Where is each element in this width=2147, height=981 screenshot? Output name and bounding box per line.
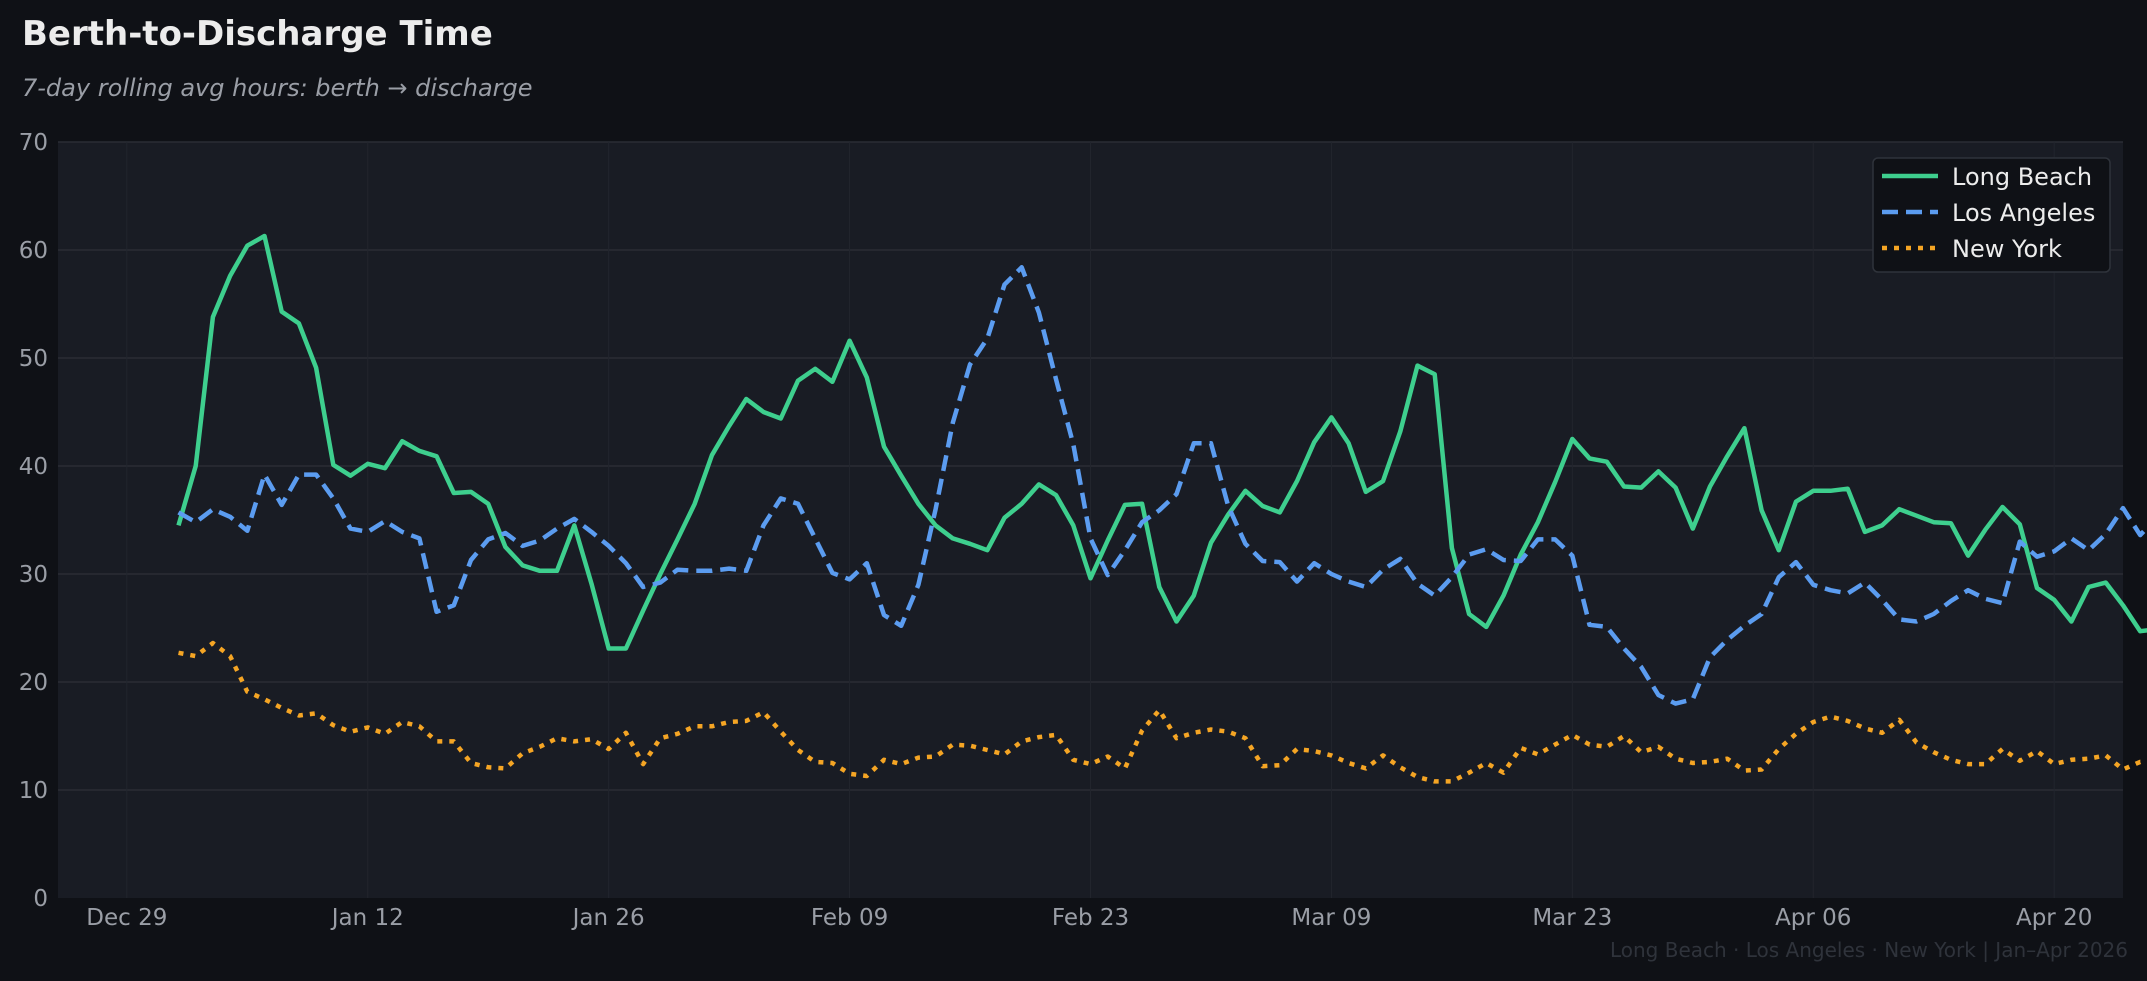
- legend-label-long-beach: Long Beach: [1952, 163, 2092, 191]
- x-tick-label: Mar 09: [1291, 905, 1371, 931]
- series-line-los-angeles: [177, 265, 2147, 706]
- y-tick-label: 40: [19, 454, 48, 480]
- legend-label-los-angeles: Los Angeles: [1952, 199, 2095, 227]
- chart-subtitle: 7-day rolling avg hours: berth → dischar…: [22, 74, 533, 102]
- legend-box: [1872, 157, 2111, 273]
- x-tick-label: Dec 29: [86, 905, 167, 931]
- chart-footer: Long Beach · Los Angeles · New York | Ja…: [1610, 938, 2128, 962]
- series-line-new-york: [178, 640, 2147, 784]
- x-tick-label: Jan 26: [571, 905, 645, 931]
- x-tick-label: Jan 12: [330, 905, 404, 931]
- x-axis-ticks: Dec 29 Jan 12 Jan 26 Feb 09 Feb 23 Mar 09 Mar …: [86, 905, 2092, 931]
- y-tick-label: 50: [19, 346, 48, 372]
- chart-title: Berth-to-Discharge Time: [22, 14, 493, 54]
- legend: Long Beach Los Angeles New York: [1872, 157, 2111, 273]
- legend-label-new-york: New York: [1952, 235, 2062, 263]
- x-tick-label: Feb 09: [811, 905, 888, 931]
- grid-lines: [58, 141, 2123, 898]
- x-tick-label: Feb 23: [1052, 905, 1129, 931]
- series-line-long-beach: [176, 233, 2147, 651]
- x-tick-label: Mar 23: [1532, 905, 1612, 931]
- x-tick-label: Apr 20: [2016, 905, 2092, 931]
- y-tick-label: 30: [19, 562, 48, 588]
- x-tick-label: Apr 06: [1775, 905, 1851, 931]
- y-tick-label: 20: [19, 670, 48, 696]
- y-axis-ticks: 0 10 20 30 40 50 60 70: [19, 130, 48, 912]
- series-lines: [176, 233, 2147, 784]
- y-tick-label: 0: [33, 886, 48, 912]
- y-tick-label: 10: [19, 778, 48, 804]
- y-tick-label: 70: [19, 130, 48, 156]
- y-tick-label: 60: [19, 238, 48, 264]
